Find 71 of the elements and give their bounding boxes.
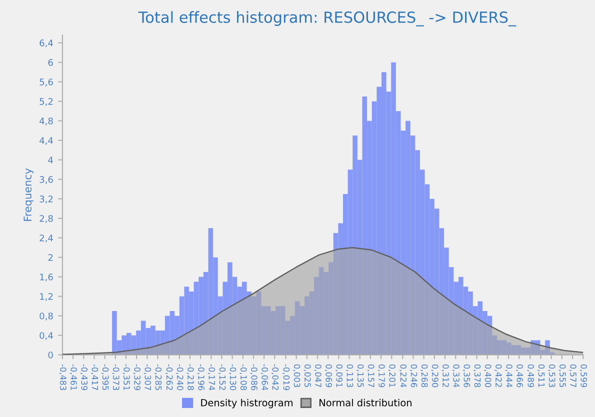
y-tick-label: 4 xyxy=(48,156,53,164)
legend-label: Density histrogram xyxy=(201,398,293,408)
x-tick-label: -0,064 xyxy=(260,364,268,390)
y-tick-label: 3,6 xyxy=(40,176,53,184)
x-tick-label: -0,351 xyxy=(122,364,130,390)
y-tick-label: 6,4 xyxy=(40,40,53,48)
x-tick-label: -0,240 xyxy=(176,364,184,390)
x-tick-label: -0,108 xyxy=(240,364,247,390)
x-tick-label: -0,329 xyxy=(133,364,140,390)
x-tick-label: 0,047 xyxy=(314,364,322,388)
x-tick-label: 0,224 xyxy=(399,364,407,388)
x-tick-label: -0,086 xyxy=(250,364,258,390)
y-tick-label: 6 xyxy=(48,59,53,66)
x-tick-label: 0,334 xyxy=(452,364,460,388)
y-tick-label: 4,8 xyxy=(40,118,53,126)
x-tick-label: 0,555 xyxy=(558,364,566,388)
x-tick-label: 0,489 xyxy=(526,364,534,388)
x-tick-label: 0,400 xyxy=(484,364,492,388)
y-tick-label: 0,4 xyxy=(40,332,53,340)
y-tick-label: 3,2 xyxy=(40,196,53,204)
y-tick-label: 2 xyxy=(48,254,53,261)
x-tick-label: -0,019 xyxy=(282,364,290,390)
x-tick-label: -0,417 xyxy=(90,364,98,390)
x-tick-label: 0,246 xyxy=(410,364,418,388)
x-tick-label: -0,196 xyxy=(197,364,204,390)
x-tick-label: 0,025 xyxy=(304,364,311,388)
x-tick-label: 0,135 xyxy=(356,364,364,388)
y-tick-label: 2,8 xyxy=(40,215,53,223)
x-tick-label: -0,285 xyxy=(154,364,162,390)
y-tick-label: 4,4 xyxy=(40,137,53,145)
x-tick-label: 0,290 xyxy=(431,364,438,388)
x-tick-label: -0,174 xyxy=(208,364,216,390)
x-tick-label: 0,466 xyxy=(516,364,523,388)
x-tick-label: -0,373 xyxy=(112,364,120,390)
y-tick-label: 5,2 xyxy=(40,98,53,106)
x-tick-label: 0,268 xyxy=(420,364,428,388)
x-tick-label: 0,533 xyxy=(548,364,556,388)
x-tick-label: -0,218 xyxy=(186,364,194,390)
y-tick-label: 5,6 xyxy=(40,78,53,86)
y-tick-label: 0,8 xyxy=(40,312,53,320)
x-tick-label: -0,395 xyxy=(102,364,109,390)
x-tick-label: -0,262 xyxy=(166,364,173,390)
x-tick-label: -0,307 xyxy=(144,364,152,390)
x-tick-label: -0,130 xyxy=(229,364,236,390)
x-tick-label: 0,356 xyxy=(462,364,470,388)
x-tick-label: 0,577 xyxy=(569,364,576,388)
legend-label: Normal distribution xyxy=(320,398,412,406)
x-tick-label: 0,179 xyxy=(378,364,385,388)
y-tick-label: 1,6 xyxy=(40,274,53,282)
y-tick-label: 0 xyxy=(48,352,53,358)
chart-title: Total effects histogram: RESOURCES_ -> DIVERS_ xyxy=(138,11,516,26)
x-tick-label: 0,003 xyxy=(293,364,300,388)
x-tick-label: 0,157 xyxy=(367,364,374,388)
x-tick-label: -0,461 xyxy=(70,364,77,390)
x-tick-label: 0,599 xyxy=(580,364,587,388)
x-tick-label: 0,201 xyxy=(388,364,396,387)
x-tick-label: -0,152 xyxy=(218,364,226,390)
x-tick-label: -0,042 xyxy=(271,364,279,390)
x-tick-label: -0,483 xyxy=(59,364,66,390)
x-tick-label: 0,069 xyxy=(324,364,332,388)
x-tick-label: 0,312 xyxy=(442,364,449,387)
x-tick-label: 0,113 xyxy=(346,364,354,388)
x-tick-label: 0,091 xyxy=(335,364,343,387)
x-tick-label: 0,378 xyxy=(473,364,481,388)
y-tick-label: 2,4 xyxy=(40,234,53,242)
x-tick-label: -0,439 xyxy=(80,364,88,390)
y-tick-label: 1,2 xyxy=(40,293,53,301)
x-tick-label: 0,422 xyxy=(494,364,502,387)
y-axis-title: Frequency xyxy=(24,168,34,221)
x-tick-label: 0,511 xyxy=(537,364,545,387)
x-tick-label: 0,444 xyxy=(505,364,512,388)
